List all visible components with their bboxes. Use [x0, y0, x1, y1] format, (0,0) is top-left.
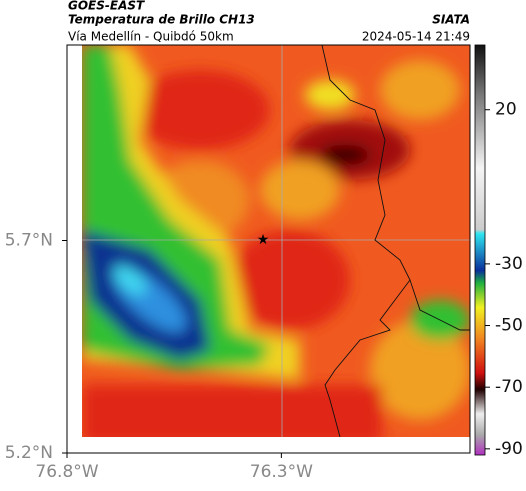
ticks: 76.8°W 76.3°W 5.2°N 5.7°N 20 -30 -50 -70 -90 [5, 100, 523, 482]
y-tick-label: 5.2°N [5, 443, 53, 463]
title: Temperatura de Brillo CH13 [68, 13, 255, 27]
colorbar-tick-label: 20 [495, 100, 517, 120]
x-tick-label: 76.3°W [250, 462, 313, 482]
colorbar-tick-label: -90 [495, 439, 523, 459]
colorbar [474, 44, 486, 456]
subtitle: Vía Medellín - Quibdó 50km [68, 30, 234, 44]
map-frame [66, 44, 471, 454]
satellite: GOES-EAST [68, 0, 145, 13]
svg-text:★: ★ [257, 232, 270, 248]
timestamp: 2024-05-14 21:49 [362, 30, 470, 44]
y-tick-label: 5.7°N [5, 231, 53, 251]
colorbar-tick-label: -70 [495, 377, 523, 397]
source: SIATA [432, 13, 470, 27]
colorbar-tick-label: -30 [495, 254, 523, 274]
x-tick-label: 76.8°W [35, 462, 98, 482]
colorbar-tick-label: -50 [495, 316, 523, 336]
temperature-field: ★ [82, 45, 470, 437]
